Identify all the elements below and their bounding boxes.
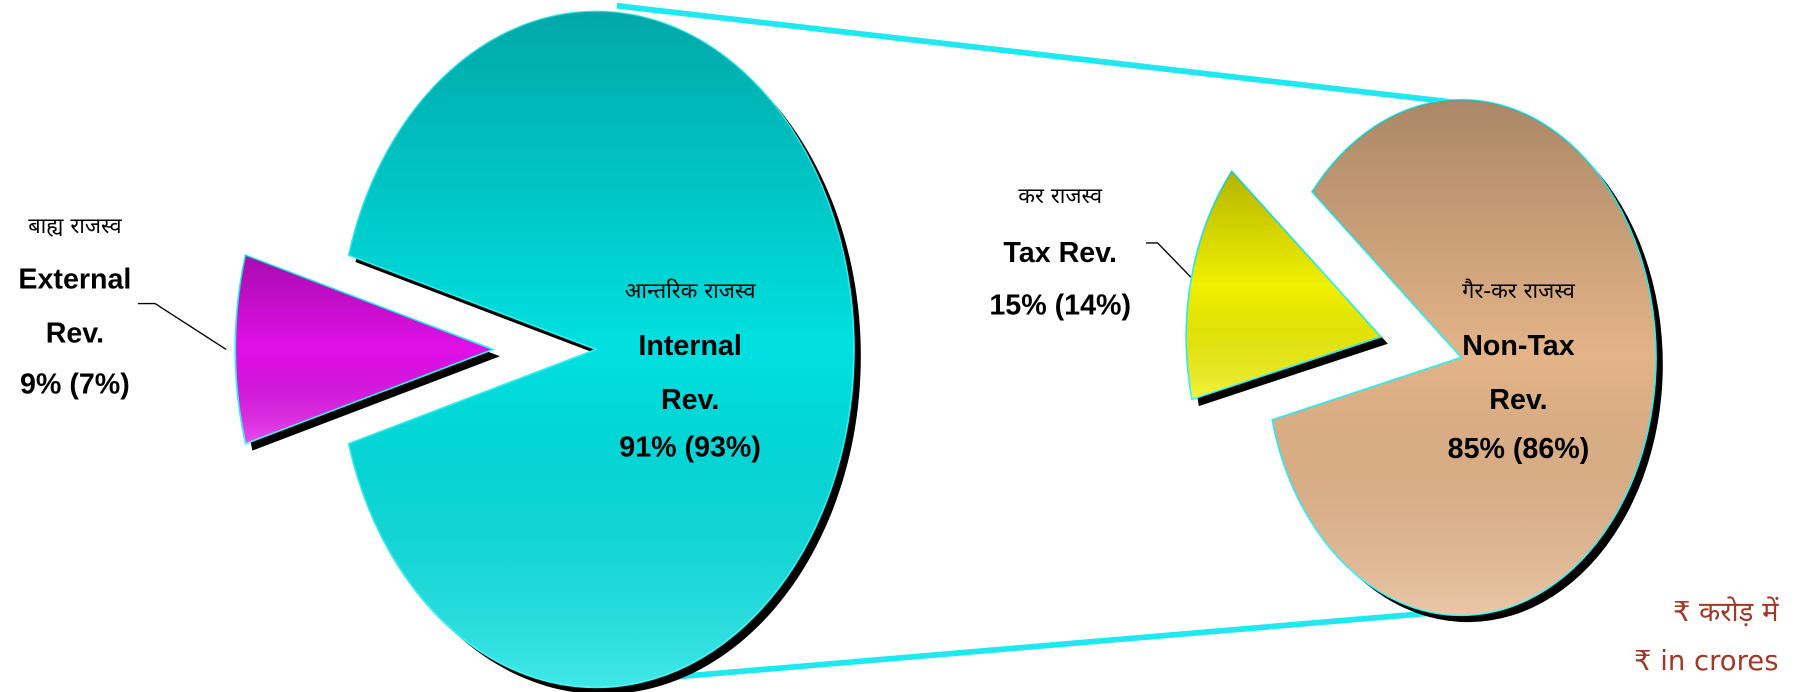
unit-note: ₹ करोड़ में — [1673, 596, 1779, 628]
slice-shading — [1272, 99, 1656, 616]
slice-label: Non-Tax Rev. — [1462, 330, 1574, 416]
value-label: 85% (86%) — [1448, 433, 1590, 465]
slice-label: External Rev. — [18, 263, 131, 349]
value-label: 9% (7%) — [20, 369, 130, 401]
pies: बाह्य राजस्व External Rev. 9% (7%) आन्तरिक र… — [18, 10, 1663, 692]
leader-line — [1146, 242, 1195, 282]
slice-label-hi: बाह्य राजस्व — [28, 214, 122, 239]
slice-shading — [348, 11, 854, 688]
slice-label-hi: आन्तरिक राजस्व — [625, 278, 757, 304]
slice-label: Internal Rev. — [638, 330, 741, 416]
unit-note: ₹ in crores — [1634, 645, 1779, 677]
slice-label: Tax Rev. — [1003, 237, 1116, 269]
connector-line — [658, 610, 1433, 682]
value-label: 15% (14%) — [989, 290, 1131, 322]
slice-label-hi: कर राजस्व — [1018, 184, 1103, 209]
connector-line — [616, 2, 1481, 109]
slice-label-hi: गैर-कर राजस्व — [1462, 278, 1576, 304]
slice-shading — [235, 255, 494, 444]
leader-line — [137, 302, 227, 351]
slice-shading — [1186, 171, 1381, 400]
value-label: 91% (93%) — [619, 432, 761, 464]
